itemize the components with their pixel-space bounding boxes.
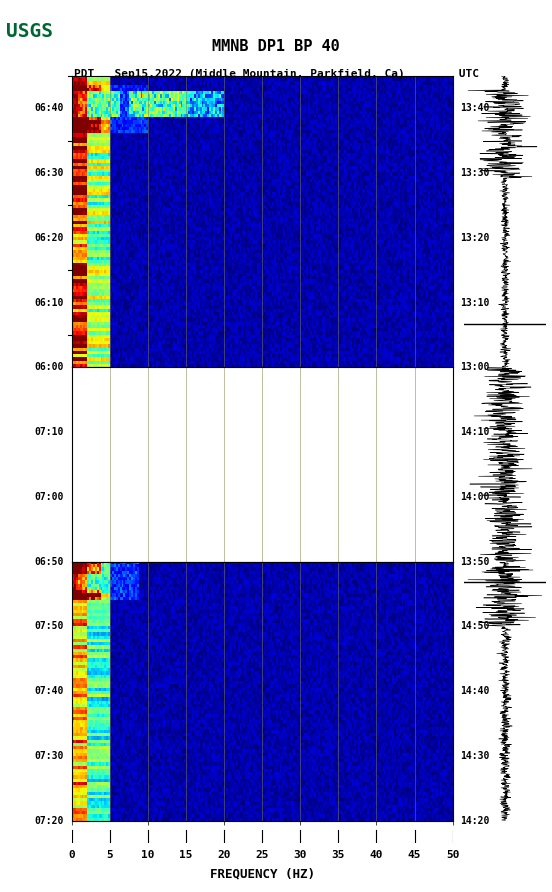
Text: 07:10: 07:10 (35, 427, 64, 437)
Text: FREQUENCY (HZ): FREQUENCY (HZ) (210, 868, 315, 880)
Text: 35: 35 (332, 849, 345, 860)
Text: 5: 5 (107, 849, 113, 860)
Text: 06:50: 06:50 (35, 557, 64, 566)
Text: PDT   Sep15,2022 (Middle Mountain, Parkfield, Ca)        UTC: PDT Sep15,2022 (Middle Mountain, Parkfie… (73, 69, 479, 78)
Text: 07:00: 07:00 (35, 491, 64, 502)
Text: 20: 20 (217, 849, 231, 860)
Text: 13:50: 13:50 (460, 557, 490, 566)
Text: 13:30: 13:30 (460, 168, 490, 178)
Text: 30: 30 (294, 849, 307, 860)
Text: 14:20: 14:20 (460, 815, 490, 826)
Text: 06:40: 06:40 (35, 103, 64, 113)
Text: 06:00: 06:00 (35, 362, 64, 372)
Text: 14:00: 14:00 (460, 491, 490, 502)
Text: 07:50: 07:50 (35, 622, 64, 632)
Text: 07:20: 07:20 (35, 815, 64, 826)
Text: 0: 0 (68, 849, 75, 860)
Text: 40: 40 (370, 849, 383, 860)
Text: 06:30: 06:30 (35, 168, 64, 178)
Text: 14:30: 14:30 (460, 751, 490, 761)
Text: 14:50: 14:50 (460, 622, 490, 632)
Text: 06:10: 06:10 (35, 298, 64, 308)
Text: 45: 45 (408, 849, 421, 860)
Text: 15: 15 (179, 849, 193, 860)
Text: 07:40: 07:40 (35, 686, 64, 696)
Text: 07:30: 07:30 (35, 751, 64, 761)
Text: 14:40: 14:40 (460, 686, 490, 696)
Text: 14:10: 14:10 (460, 427, 490, 437)
Text: 10: 10 (141, 849, 155, 860)
Text: 13:40: 13:40 (460, 103, 490, 113)
Text: MMNB DP1 BP 40: MMNB DP1 BP 40 (212, 39, 340, 54)
Text: 13:00: 13:00 (460, 362, 490, 372)
Text: 50: 50 (446, 849, 459, 860)
Text: 06:20: 06:20 (35, 233, 64, 243)
Text: USGS: USGS (6, 21, 52, 41)
Text: 13:10: 13:10 (460, 298, 490, 308)
Text: 13:20: 13:20 (460, 233, 490, 243)
Text: 25: 25 (256, 849, 269, 860)
